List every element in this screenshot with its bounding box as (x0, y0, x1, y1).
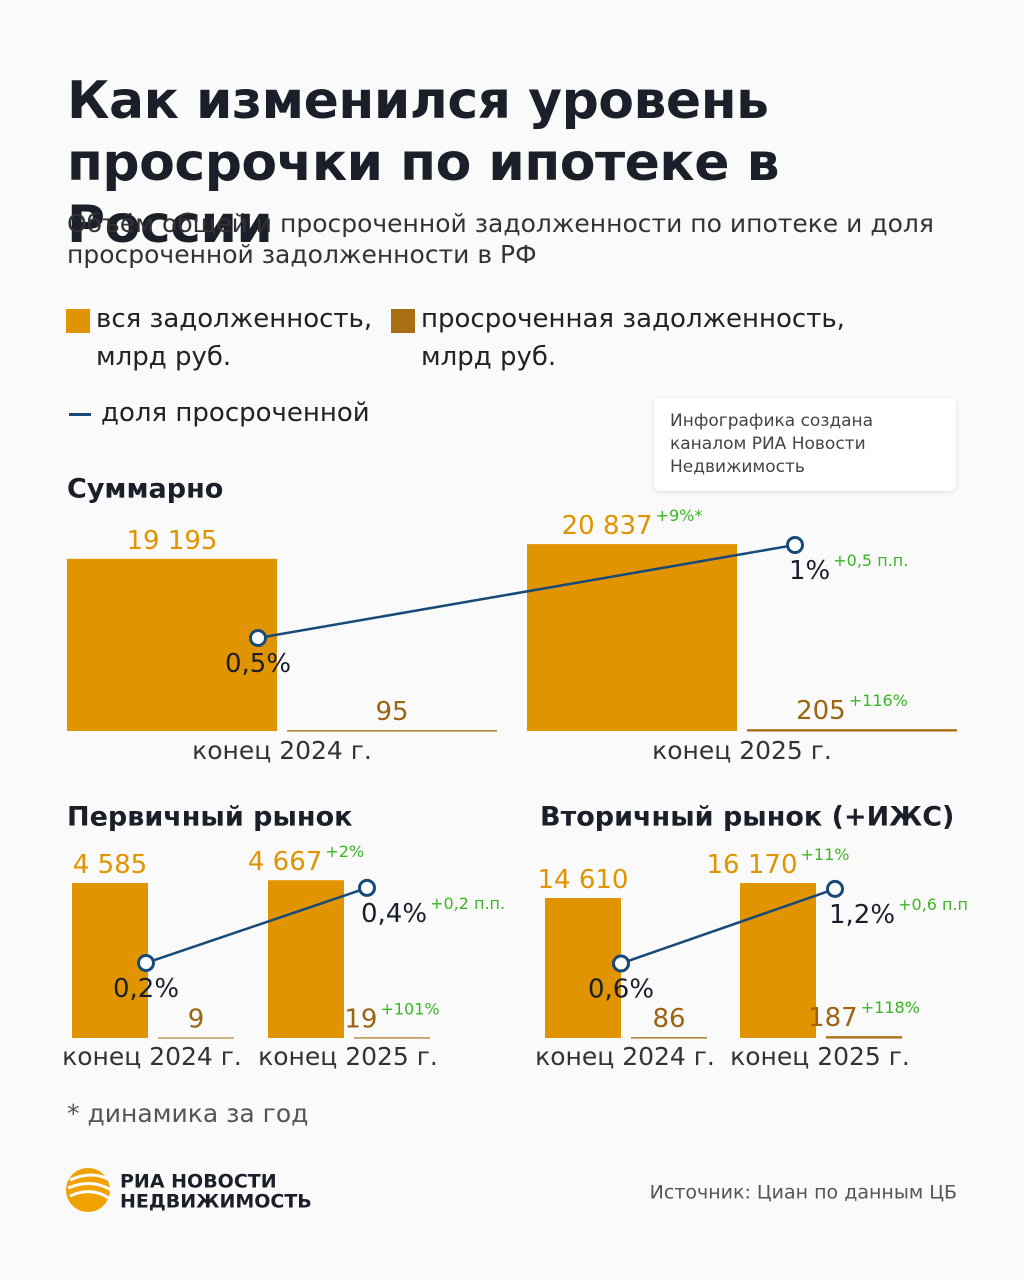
change-label: +9%* (656, 506, 703, 525)
overdue-bar (747, 729, 957, 731)
share-line (257, 543, 796, 640)
chart-title: Суммарно (67, 474, 223, 505)
logo: РИА НОВОСТИ НЕДВИЖИМОСТЬ (66, 1168, 312, 1213)
share-line (620, 887, 836, 965)
change-label: +116% (849, 691, 908, 710)
change-label: +11% (801, 845, 850, 864)
credit-box: Инфографика создана каналом РИА Новости … (654, 398, 956, 491)
total-label-value: 14 610 (538, 864, 629, 894)
share-label: 0,6% (588, 974, 654, 1004)
overdue-label-value: 95 (375, 697, 408, 727)
total-bar (545, 897, 621, 1038)
legend-item: просроченная задолженность, млрд руб. (391, 300, 861, 376)
total-bar (740, 883, 816, 1038)
overdue-label-value: 19 (344, 1004, 377, 1034)
total-label-value: 4 667 (248, 847, 322, 877)
share-label-value: 0,5% (225, 648, 291, 678)
overdue-label: 9 (188, 1004, 205, 1034)
logo-text: НЕДВИЖИМОСТЬ (120, 1191, 312, 1213)
legend-label: доля просроченной (101, 398, 370, 428)
share-label-value: 0,6% (588, 974, 654, 1004)
share-label: 0,4% +0,2 п.п. (361, 893, 505, 928)
overdue-label-value: 86 (652, 1004, 685, 1034)
legend-item: доля просроченной (69, 394, 421, 432)
overdue-label-value: 187 (808, 1003, 858, 1033)
share-point (249, 628, 267, 647)
legend-label: просроченная задолженность, млрд руб. (421, 304, 845, 372)
overdue-label-value: 205 (796, 696, 846, 726)
overdue-bar (826, 1036, 902, 1038)
total-label-value: 4 585 (73, 849, 147, 879)
overdue-label: 19 +101% (344, 999, 439, 1034)
share-label-value: 0,4% (361, 898, 427, 928)
legend-swatch (391, 309, 415, 333)
legend-item: вся задолженность, млрд руб. (66, 300, 386, 376)
total-label: 19 195 (127, 525, 218, 555)
change-label: +0,6 п.п (898, 894, 968, 913)
total-bar (268, 880, 344, 1038)
total-label: 4 585 (73, 849, 147, 879)
total-label: 16 170 +11% (707, 845, 850, 880)
total-label: 20 837 +9%* (562, 506, 703, 541)
chart-title: Вторичный рынок (+ИЖС) (540, 802, 954, 833)
legend-label: вся задолженность, млрд руб. (96, 304, 373, 372)
total-bar (72, 882, 148, 1038)
overdue-label-value: 9 (188, 1004, 205, 1034)
category-label: конец 2024 г. (62, 1042, 242, 1071)
share-label: 0,2% (113, 973, 179, 1003)
share-line (145, 886, 368, 965)
category-label: конец 2024 г. (192, 736, 372, 765)
overdue-label: 205 +116% (796, 691, 908, 726)
share-label: 1,2% +0,6 п.п (829, 894, 968, 929)
category-label: конец 2025 г. (652, 736, 832, 765)
change-label: +0,2 п.п. (430, 893, 505, 912)
share-point (612, 954, 630, 973)
logo-text: РИА НОВОСТИ (120, 1171, 277, 1193)
legend-swatch (66, 309, 90, 333)
share-point (358, 878, 376, 897)
share-label: 0,5% (225, 648, 291, 678)
total-label-value: 16 170 (707, 850, 798, 880)
footnote: * динамика за год (67, 1099, 308, 1128)
category-label: конец 2024 г. (535, 1042, 715, 1071)
total-bar (527, 544, 737, 731)
overdue-label: 86 (652, 1004, 685, 1034)
change-label: +101% (380, 999, 439, 1018)
chart-title: Первичный рынок (67, 802, 352, 833)
change-label: +118% (861, 998, 920, 1017)
subtitle: Объём общей и просроченной задолженности… (67, 209, 934, 269)
legend-swatch (69, 413, 91, 416)
share-label: 1% +0,5 п.п. (789, 550, 908, 585)
total-bar (67, 558, 277, 731)
share-label-value: 1% (789, 555, 830, 585)
overdue-label: 95 (375, 697, 408, 727)
category-label: конец 2025 г. (258, 1042, 438, 1071)
share-point (137, 953, 155, 972)
share-label-value: 0,2% (113, 973, 179, 1003)
source: Источник: Циан по данным ЦБ (650, 1182, 957, 1204)
title: Как изменился уровень просрочки по ипоте… (67, 71, 780, 255)
total-label-value: 20 837 (562, 511, 653, 541)
total-label: 14 610 (538, 864, 629, 894)
change-label: +2% (325, 842, 364, 861)
total-label-value: 19 195 (127, 525, 218, 555)
category-label: конец 2025 г. (730, 1042, 910, 1071)
logo-mark (66, 1168, 110, 1212)
change-label: +0,5 п.п. (833, 550, 908, 569)
share-point (786, 535, 804, 554)
logo-stripes (67, 1173, 112, 1201)
share-point (826, 879, 844, 898)
share-label-value: 1,2% (829, 899, 895, 929)
overdue-label: 187 +118% (808, 998, 920, 1033)
total-label: 4 667 +2% (248, 842, 364, 877)
